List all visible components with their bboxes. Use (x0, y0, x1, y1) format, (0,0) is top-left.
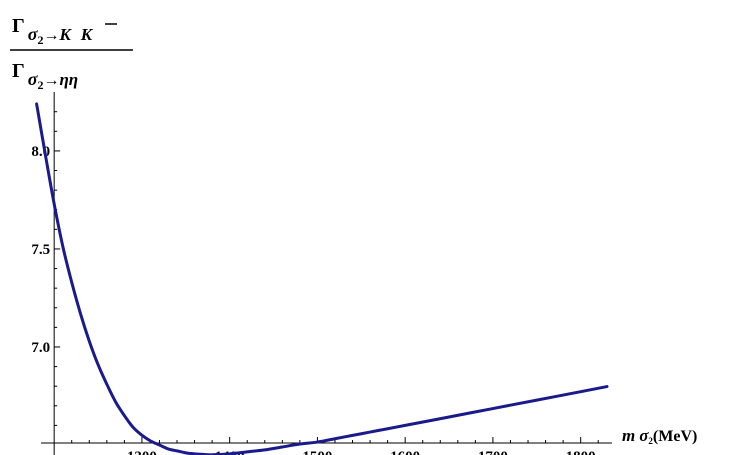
x-tick-label: 1400 (215, 449, 245, 455)
x-tick-label: 1700 (478, 449, 508, 455)
y-tick-label: 7.5 (31, 242, 50, 258)
x-tick-label: 1800 (566, 449, 596, 455)
y-tick-label: 7.0 (31, 340, 50, 356)
y-ticks: 7.07.58.0 (31, 144, 61, 356)
x-axis-title: m σ2(MeV) (622, 426, 697, 446)
axes (41, 92, 612, 455)
x-ticks: 1300 1400 1500 1600 1700 1800 (127, 437, 596, 455)
x-tick-label: 1500 (302, 449, 332, 455)
series-line (35, 102, 609, 455)
x-tick-label: 1300 (127, 449, 157, 455)
x-tick-label: 1600 (390, 449, 420, 455)
minor-ticks (54, 111, 599, 444)
